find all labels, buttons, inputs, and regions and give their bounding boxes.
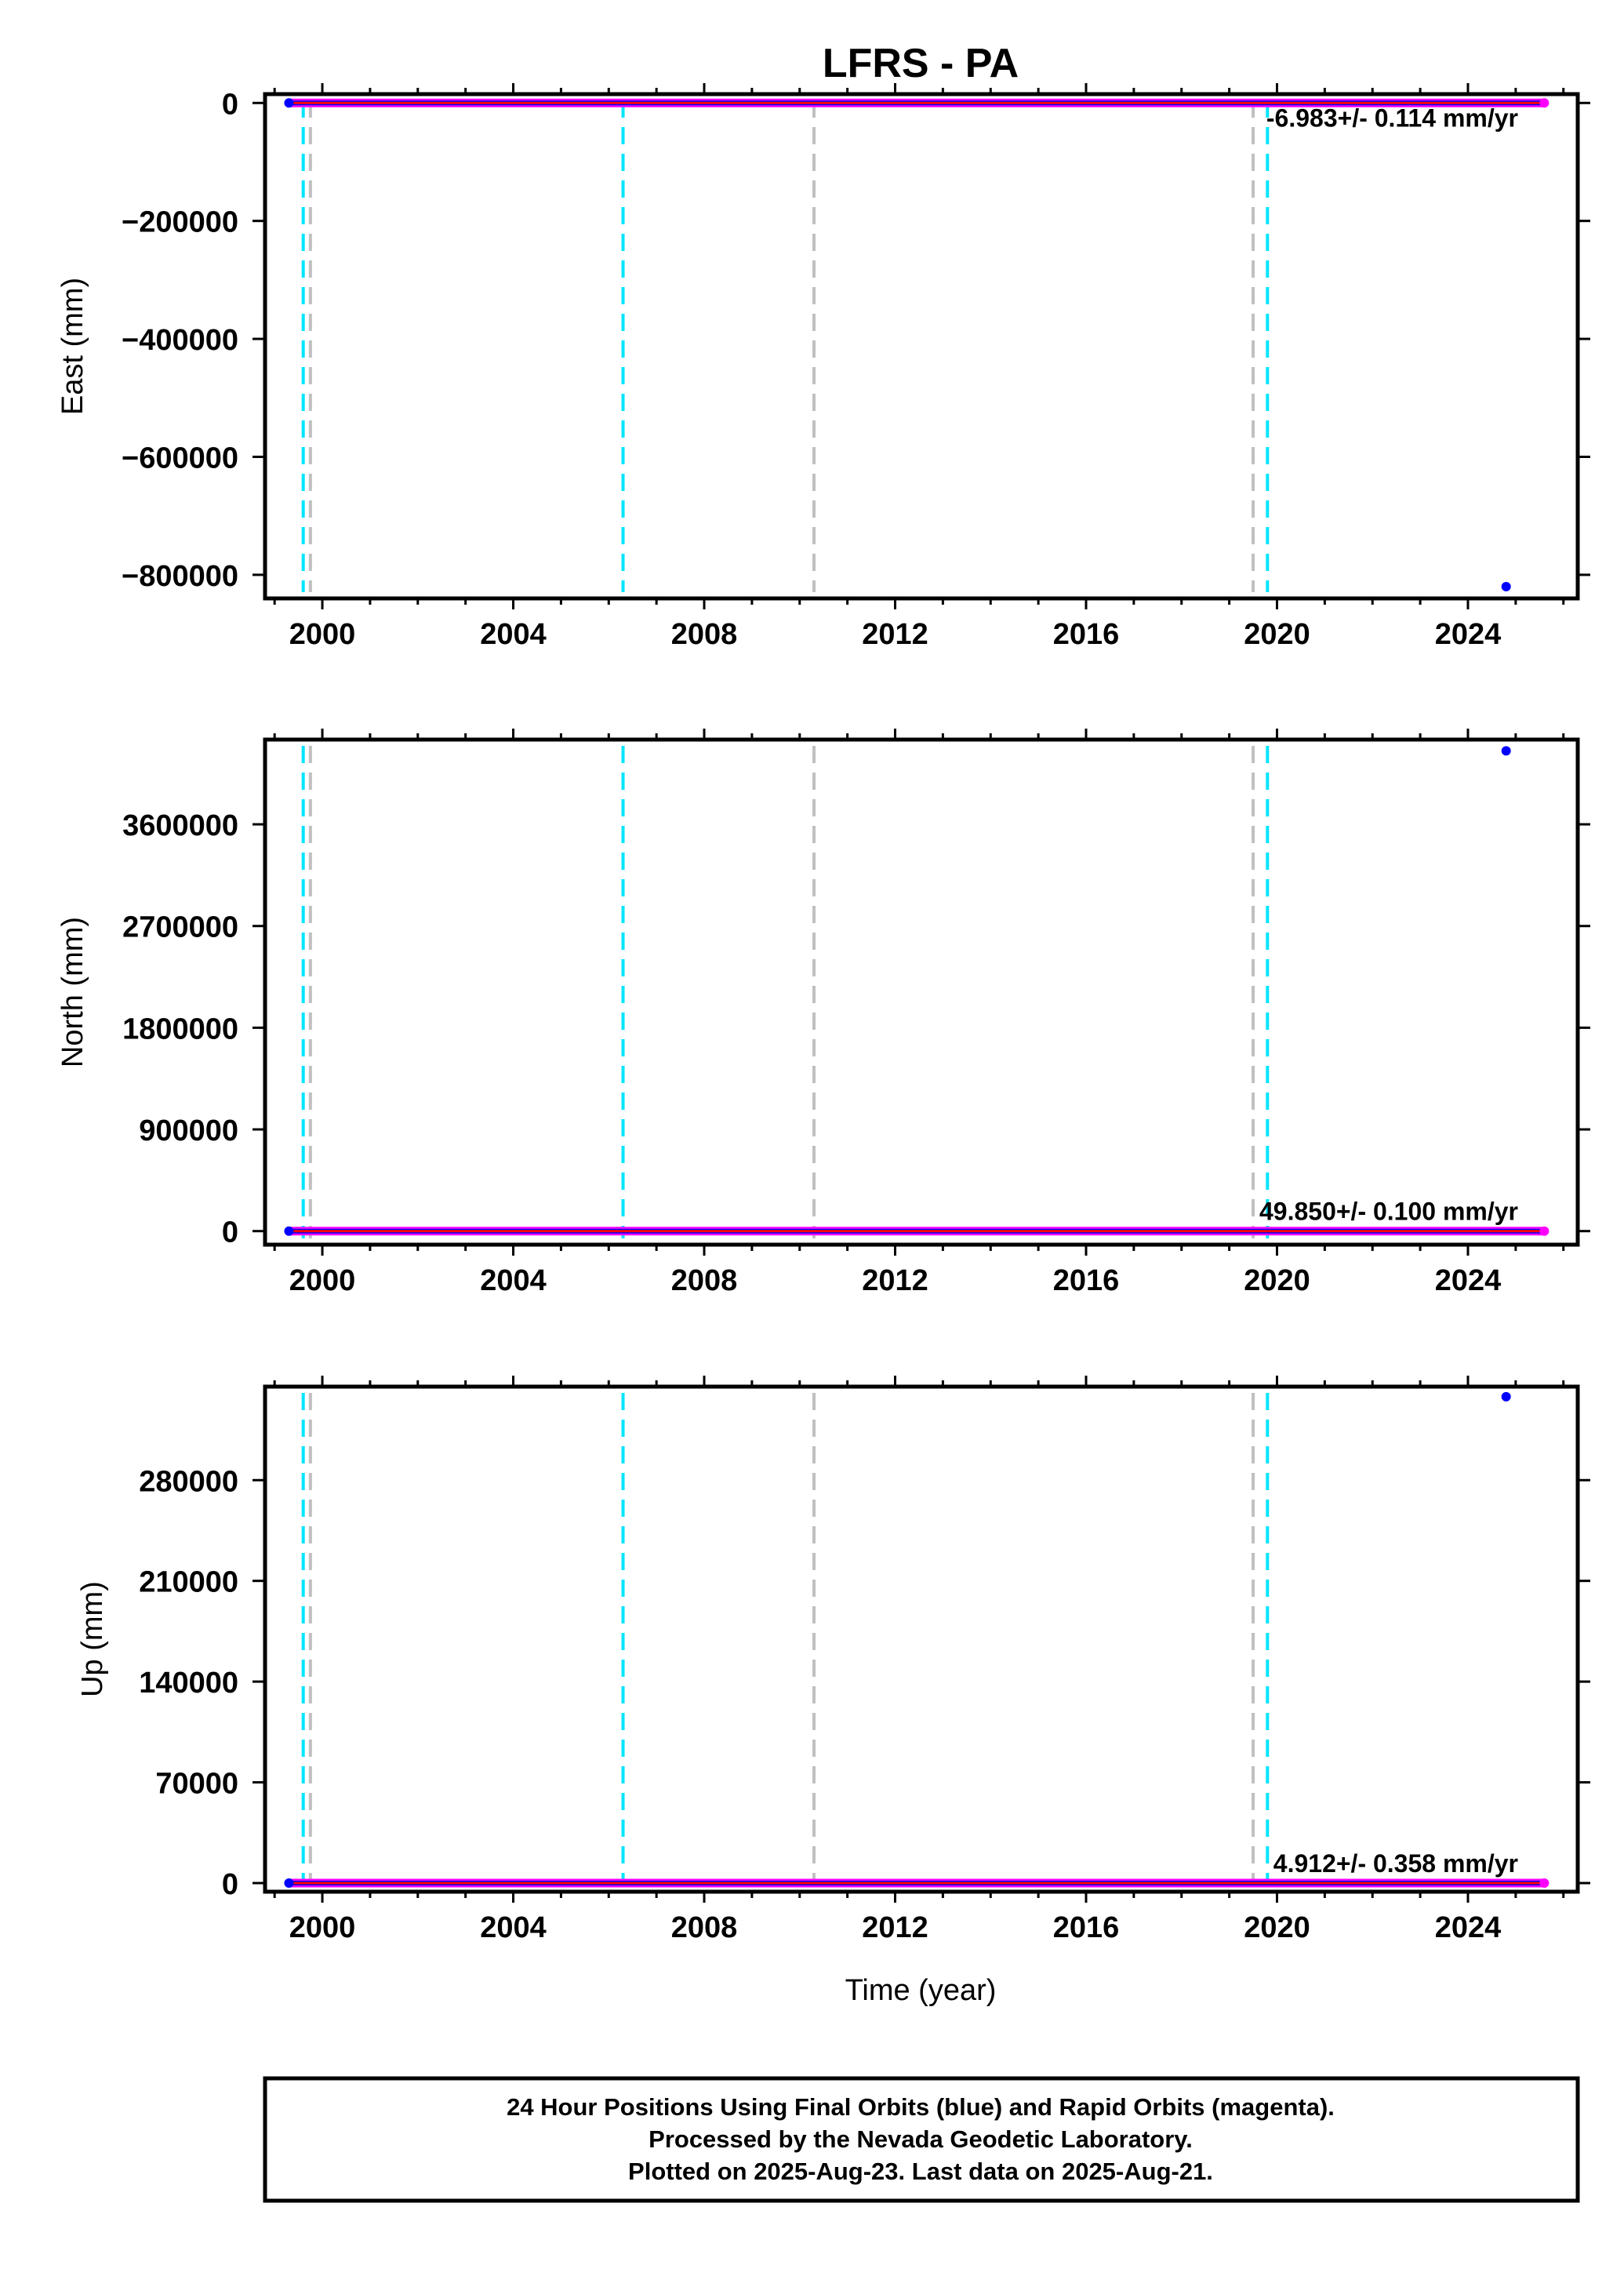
- north-y-tick-label: 900000: [139, 1114, 238, 1147]
- north-x-tick-label: 2008: [671, 1264, 738, 1297]
- east-plot-frame: [263, 92, 1580, 601]
- east-x-tick-label: 2008: [671, 618, 738, 651]
- north-series-start-point: [284, 1226, 294, 1236]
- north-y-axis-label: North (mm): [56, 917, 89, 1067]
- footer-line-1: 24 Hour Positions Using Final Orbits (bl…: [507, 2093, 1335, 2121]
- footer-border: [263, 2076, 1580, 2203]
- north-rate-label: 49.850+/- 0.100 mm/yr: [1259, 1198, 1518, 1226]
- chart-title: LFRS - PA: [823, 41, 1019, 86]
- east-y-tick-label: 0: [222, 88, 238, 121]
- east-y-tick-label: −200000: [122, 206, 238, 239]
- footer-line-2: Processed by the Nevada Geodetic Laborat…: [649, 2125, 1193, 2153]
- east-outlier-point-0: [1501, 581, 1511, 591]
- panels: 2000 2004 2008 2012 2016 2020 2024 0 −200000 −400…: [56, 83, 1590, 1944]
- up-x-tick-label: 2012: [862, 1911, 928, 1944]
- east-series-end-point: [1539, 98, 1550, 108]
- east-x-tick-label: 2012: [862, 618, 928, 651]
- east-series-start-point: [284, 98, 294, 108]
- up-y-tick-label: 210000: [139, 1566, 238, 1599]
- north-x-tick-label: 2020: [1244, 1264, 1310, 1297]
- up-series-start-point: [284, 1878, 294, 1888]
- north-x-tick-label: 2012: [862, 1264, 928, 1297]
- up-rate-label: 4.912+/- 0.358 mm/yr: [1273, 1849, 1518, 1878]
- east-rate-label: -6.983+/- 0.114 mm/yr: [1266, 104, 1518, 132]
- east-x-tick-label: 2020: [1244, 618, 1310, 651]
- footer-box: 24 Hour Positions Using Final Orbits (bl…: [263, 2076, 1580, 2203]
- east-y-tick-label: −600000: [122, 442, 238, 475]
- east-x-tick-label: 2016: [1053, 618, 1120, 651]
- up-y-tick-label: 140000: [139, 1667, 238, 1700]
- up-outlier-point-0: [1501, 1391, 1511, 1402]
- east-x-tick-label: 2000: [289, 618, 356, 651]
- footer-line-3: Plotted on 2025-Aug-23. Last data on 202…: [628, 2158, 1213, 2185]
- north-y-tick-label: 0: [222, 1216, 238, 1249]
- x-axis-label: Time (year): [845, 1974, 997, 2007]
- north-y-tick-label: 1800000: [122, 1013, 238, 1045]
- north-outlier-point-0: [1501, 746, 1511, 756]
- up-x-tick-label: 2020: [1244, 1911, 1310, 1944]
- north-plot-frame: [263, 737, 1580, 1247]
- up-y-tick-label: 280000: [139, 1465, 238, 1498]
- up-y-axis-label: Up (mm): [76, 1581, 109, 1697]
- east-y-tick-label: −800000: [122, 560, 238, 593]
- up-x-tick-label: 2016: [1053, 1911, 1120, 1944]
- panel-north: 2000 2004 2008 2012 2016 2020 2024 0 900000 18000…: [56, 729, 1590, 1297]
- up-x-tick-label: 2008: [671, 1911, 738, 1944]
- up-series-end-point: [1539, 1878, 1550, 1888]
- north-x-tick-label: 2000: [289, 1264, 356, 1297]
- north-y-tick-label: 3600000: [122, 809, 238, 842]
- up-x-tick-label: 2004: [480, 1911, 547, 1944]
- panel-east: 2000 2004 2008 2012 2016 2020 2024 0 −200000 −400…: [56, 83, 1590, 651]
- north-series-end-point: [1539, 1226, 1550, 1236]
- panel-up: 2000 2004 2008 2012 2016 2020 2024 0 70000 140000…: [76, 1376, 1590, 1944]
- up-y-tick-label: 70000: [155, 1768, 238, 1801]
- east-x-tick-label: 2004: [480, 618, 547, 651]
- up-x-tick-label: 2024: [1435, 1911, 1502, 1944]
- north-x-tick-label: 2024: [1435, 1264, 1502, 1297]
- up-y-tick-label: 0: [222, 1868, 238, 1901]
- east-x-tick-label: 2024: [1435, 618, 1502, 651]
- east-y-axis-label: East (mm): [56, 278, 89, 415]
- east-y-tick-label: −400000: [122, 324, 238, 357]
- north-x-tick-label: 2004: [480, 1264, 547, 1297]
- north-x-tick-label: 2016: [1053, 1264, 1120, 1297]
- north-y-tick-label: 2700000: [122, 911, 238, 944]
- up-x-tick-label: 2000: [289, 1911, 356, 1944]
- up-plot-frame: [263, 1384, 1580, 1894]
